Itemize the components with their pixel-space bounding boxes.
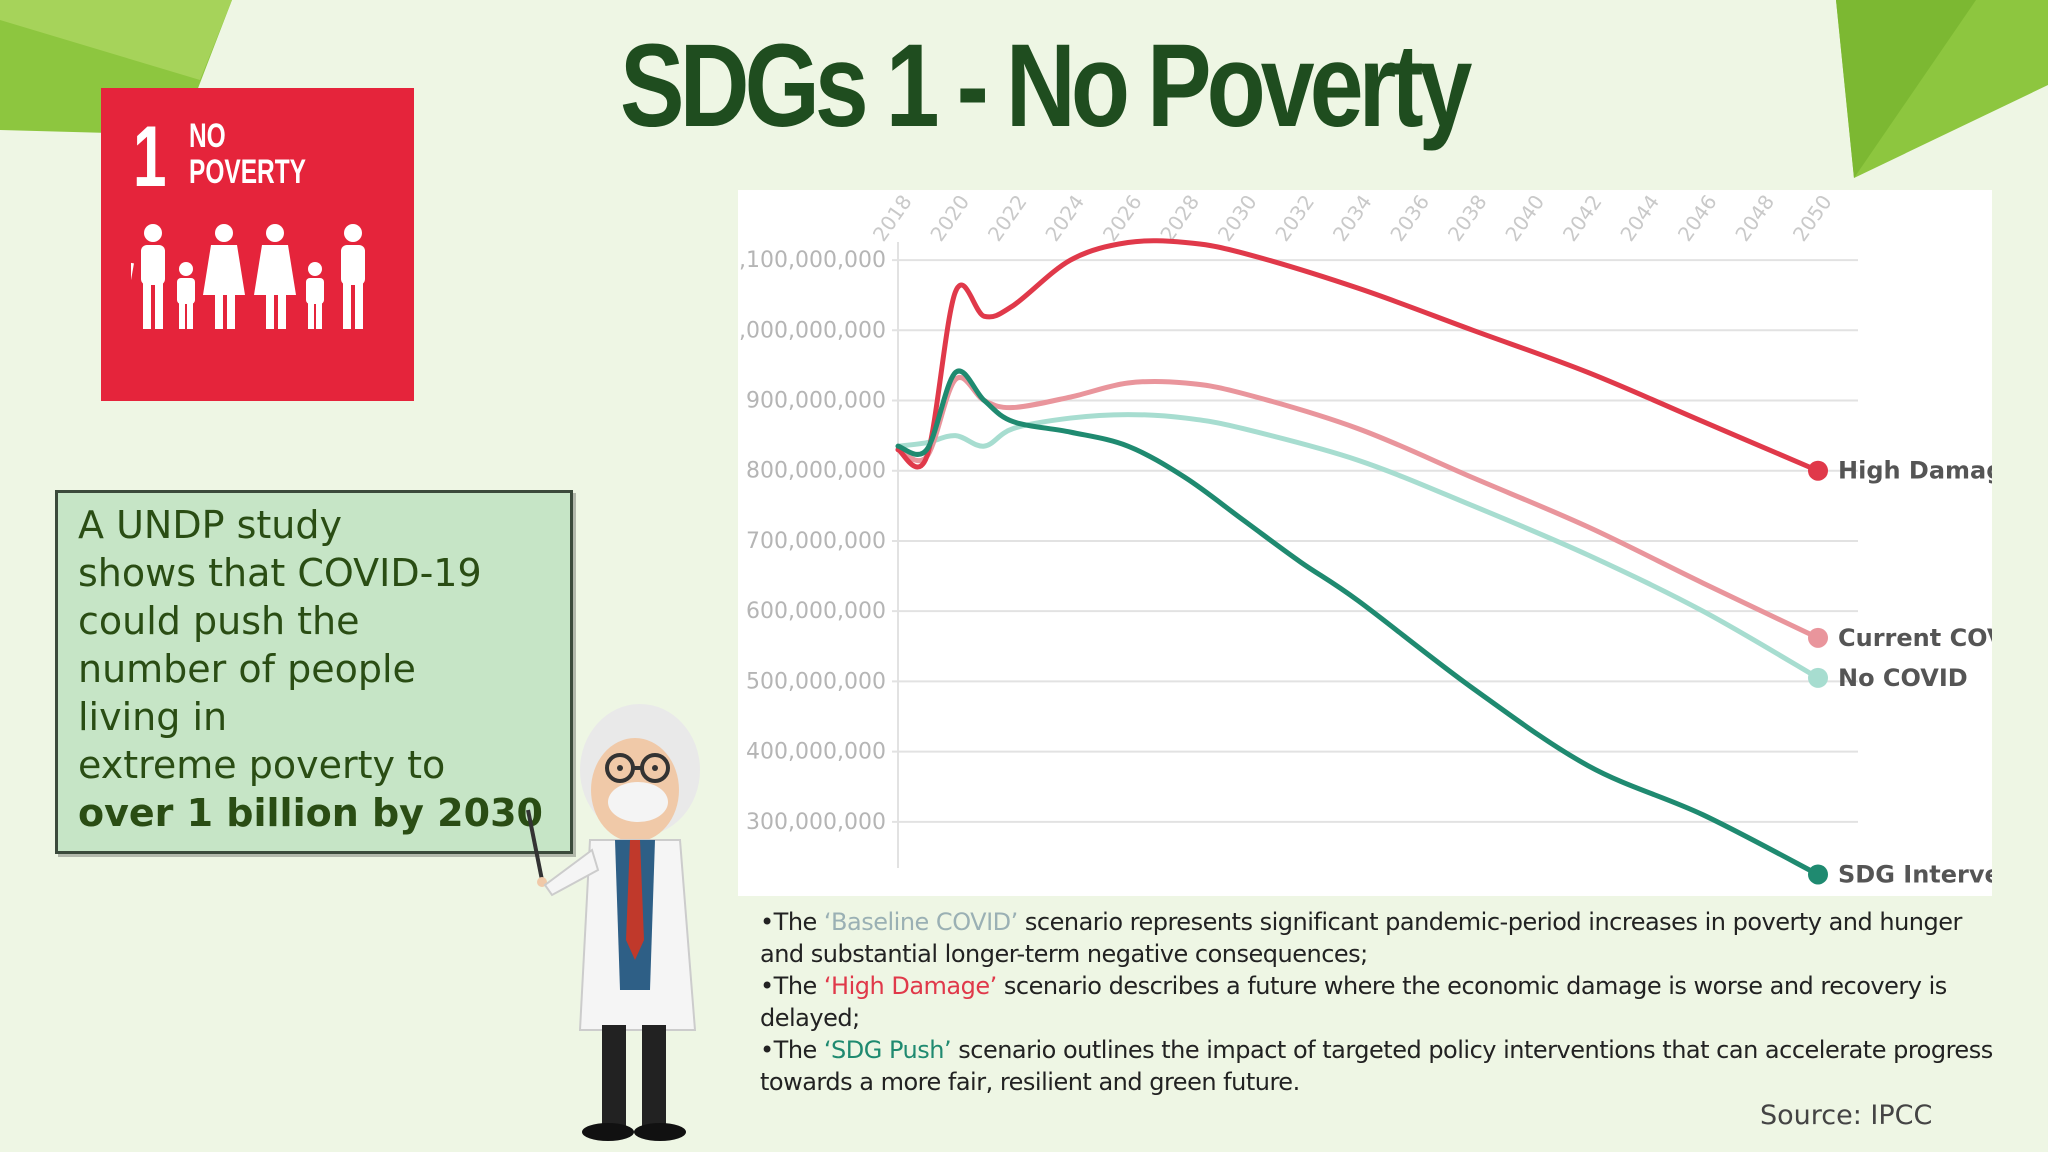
series-line-no-covid	[895, 412, 1821, 681]
x-tick-label: 2032	[1270, 190, 1319, 245]
x-tick-label: 2038	[1443, 190, 1492, 245]
series-line-high-damage	[895, 238, 1821, 474]
x-tick-label: 2026	[1098, 190, 1147, 245]
x-tick-label: 2034	[1328, 190, 1377, 245]
y-tick-label: 400,000,000	[746, 740, 886, 765]
source-credit: Source: IPCC	[1760, 1100, 1933, 1131]
corner-decoration-right	[1836, 0, 2048, 178]
series-end-marker	[1808, 627, 1828, 648]
professor-illustration	[526, 704, 700, 1141]
family-icon	[131, 224, 365, 329]
series-label: High Damage	[1838, 457, 1992, 485]
sdg-goal-label: NO POVERTY	[189, 117, 306, 191]
x-tick-label: 2046	[1673, 190, 1722, 245]
x-tick-label: 2036	[1385, 190, 1434, 245]
series-label: No COVID	[1838, 664, 1968, 692]
x-tick-label: 2020	[925, 190, 974, 245]
y-tick-label: 900,000,000	[746, 389, 886, 414]
x-tick-label: 2044	[1615, 190, 1664, 245]
series-line-sdg-interventions	[895, 368, 1821, 877]
y-tick-label: 700,000,000	[746, 529, 886, 554]
sdg-goal-number: 1	[133, 109, 167, 205]
series-end-marker	[1808, 864, 1828, 885]
x-tick-label: 2018	[868, 190, 917, 245]
x-tick-label: 2042	[1558, 190, 1607, 245]
y-tick-label: 300,000,000	[746, 810, 886, 835]
poverty-projection-chart: 1,100,000,000 1,000,000,000 900,000,000 800…	[725, 190, 2048, 888]
y-tick-label: 600,000,000	[746, 599, 886, 624]
sdg-goal-card: 1 NO POVERTY	[101, 88, 414, 401]
series-label: SDG Interventions	[1838, 860, 1992, 888]
x-tick-label: 2050	[1788, 190, 1837, 245]
info-callout: A UNDP study shows that COVID-19 could p…	[55, 490, 573, 854]
callout-text-main: A UNDP study shows that COVID-19 could p…	[78, 503, 482, 787]
y-tick-label: 1,000,000,000	[738, 318, 886, 343]
scenario-notes: •The ‘Baseline COVID’ scenario represent…	[760, 906, 2010, 1098]
x-tick-label: 2028	[1155, 190, 1204, 245]
x-tick-label: 2048	[1730, 190, 1779, 245]
callout-text-highlight: over 1 billion by 2030	[78, 791, 543, 835]
x-tick-label: 2022	[983, 190, 1032, 245]
y-tick-label: 1,100,000,000	[738, 248, 886, 273]
series-end-marker	[1808, 667, 1828, 688]
page-title: SDGs 1 - No Poverty	[620, 20, 1472, 152]
x-tick-label: 2024	[1040, 190, 1089, 245]
y-tick-label: 500,000,000	[746, 669, 886, 694]
series-label: Current COVID trend	[1838, 624, 1992, 652]
series-end-marker	[1808, 460, 1828, 481]
x-tick-label: 2040	[1500, 190, 1549, 245]
chart-panel: 1,100,000,000 1,000,000,000 900,000,000 800…	[725, 190, 2048, 896]
series-line-current-covid-trend	[895, 374, 1821, 641]
scenario-note-baseline: •The ‘Baseline COVID’ scenario represent…	[760, 908, 1962, 968]
x-tick-label: 2030	[1213, 190, 1262, 245]
scenario-note-high-damage: •The ‘High Damage’ scenario describes a …	[760, 972, 1947, 1032]
y-tick-label: 800,000,000	[746, 459, 886, 484]
scenario-note-sdg-push: •The ‘SDG Push’ scenario outlines the im…	[760, 1036, 1993, 1096]
callout-text: A UNDP study shows that COVID-19 could p…	[78, 501, 558, 837]
